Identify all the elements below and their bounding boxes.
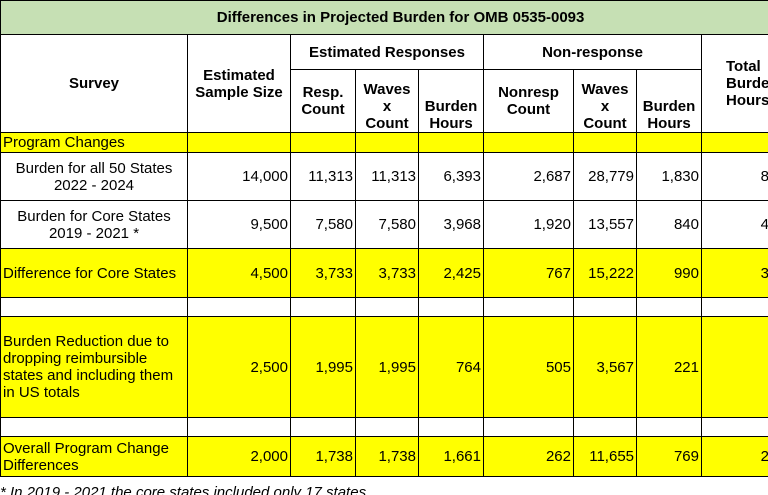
cell	[636, 417, 702, 437]
cell	[418, 417, 484, 437]
cell	[483, 132, 574, 153]
subheader: Resp. Count	[290, 69, 356, 133]
cell	[573, 132, 637, 153]
cell-value: 221	[636, 316, 702, 418]
row-label: Difference for Core States	[0, 248, 188, 298]
header: Estimated Responses	[290, 34, 484, 70]
cell	[636, 297, 702, 317]
cell-value: 505	[483, 316, 574, 418]
data-row: Burden for all 50 States 2022 - 2024 14,0…	[0, 152, 768, 201]
cell-value: 9,500	[187, 200, 291, 249]
subheader: Burden Hours	[418, 69, 484, 133]
cell-value: 11,313	[355, 152, 419, 201]
cell-value: 3,733	[355, 248, 419, 298]
cell	[290, 297, 356, 317]
cell-value: 2,000	[187, 436, 291, 477]
footnote: * In 2019 - 2021 the core states include…	[0, 484, 371, 495]
cell	[0, 297, 188, 317]
cell-value: 14,000	[187, 152, 291, 201]
cell	[187, 297, 291, 317]
subheader: Nonresp Count	[483, 69, 574, 133]
cell-value: 840	[636, 200, 702, 249]
cell-value: 2,687	[483, 152, 574, 201]
cell	[700, 132, 768, 153]
cell-value: 1,995	[290, 316, 356, 418]
cell-value: 11,313	[290, 152, 356, 201]
cell-value: 2,430	[700, 436, 768, 477]
row-label: Burden for all 50 States 2022 - 2024	[0, 152, 188, 201]
header: Non-response	[483, 34, 702, 70]
row-label: Burden Reduction due to dropping reimbur…	[0, 316, 188, 418]
cell-value: 985	[700, 316, 768, 418]
cell	[355, 132, 419, 153]
spacer-row	[0, 297, 768, 317]
spacer-row	[0, 417, 768, 437]
cell	[0, 417, 188, 437]
cell-value: 3,415	[700, 248, 768, 298]
cell	[290, 417, 356, 437]
data-row: Difference for Core States 4,500 3,733 3,73…	[0, 248, 768, 298]
cell-value: 262	[483, 436, 574, 477]
cell	[636, 132, 702, 153]
cell-value: 1,661	[418, 436, 484, 477]
data-row: Overall Program Change Differences 2,000 1…	[0, 436, 768, 477]
cell	[187, 417, 291, 437]
cell-value: 2,500	[187, 316, 291, 418]
cell-value: 990	[636, 248, 702, 298]
cell	[483, 297, 574, 317]
cell-value: 6,393	[418, 152, 484, 201]
cell-value: 2,425	[418, 248, 484, 298]
cell	[483, 417, 574, 437]
subheader: Waves x Count	[355, 69, 419, 133]
cell-value: 769	[636, 436, 702, 477]
cell-value: 8,223	[700, 152, 768, 201]
section-row: Program Changes	[0, 132, 768, 153]
subheader: Burden Hours	[636, 69, 702, 133]
cell-value: 767	[483, 248, 574, 298]
cell	[355, 417, 419, 437]
cell-value: 764	[418, 316, 484, 418]
cell-value: 1,738	[290, 436, 356, 477]
cell-value: 3,968	[418, 200, 484, 249]
cell-value: 13,557	[573, 200, 637, 249]
header: Survey	[0, 34, 188, 133]
cell-value: 3,733	[290, 248, 356, 298]
cell-value: 7,580	[355, 200, 419, 249]
cell-value: 1,738	[355, 436, 419, 477]
cell	[187, 132, 291, 153]
data-row: Burden Reduction due to dropping reimbur…	[0, 316, 768, 418]
cell-value: 15,222	[573, 248, 637, 298]
cell	[418, 297, 484, 317]
cell	[573, 417, 637, 437]
cell-value: 11,655	[573, 436, 637, 477]
cell-value: 7,580	[290, 200, 356, 249]
cell-value: 1,995	[355, 316, 419, 418]
cell-value: 3,567	[573, 316, 637, 418]
cell	[355, 297, 419, 317]
cell-value: 4,808	[700, 200, 768, 249]
burden-table: Differences in Projected Burden for OMB …	[0, 0, 768, 477]
header: Total Burden Hours	[700, 34, 768, 133]
cell-value: 28,779	[573, 152, 637, 201]
subheader: Waves x Count	[573, 69, 637, 133]
cell-value: 1,920	[483, 200, 574, 249]
cell	[290, 132, 356, 153]
cell-value: 1,830	[636, 152, 702, 201]
header: Estimated Sample Size	[187, 34, 291, 133]
cell	[418, 132, 484, 153]
row-label: Burden for Core States 2019 - 2021 *	[0, 200, 188, 249]
cell	[700, 417, 768, 437]
section-label: Program Changes	[0, 132, 188, 153]
data-row: Burden for Core States 2019 - 2021 * 9,50…	[0, 200, 768, 249]
cell	[700, 297, 768, 317]
row-label: Overall Program Change Differences	[0, 436, 188, 477]
cell	[573, 297, 637, 317]
cell-value: 4,500	[187, 248, 291, 298]
table-title: Differences in Projected Burden for OMB …	[0, 0, 768, 35]
